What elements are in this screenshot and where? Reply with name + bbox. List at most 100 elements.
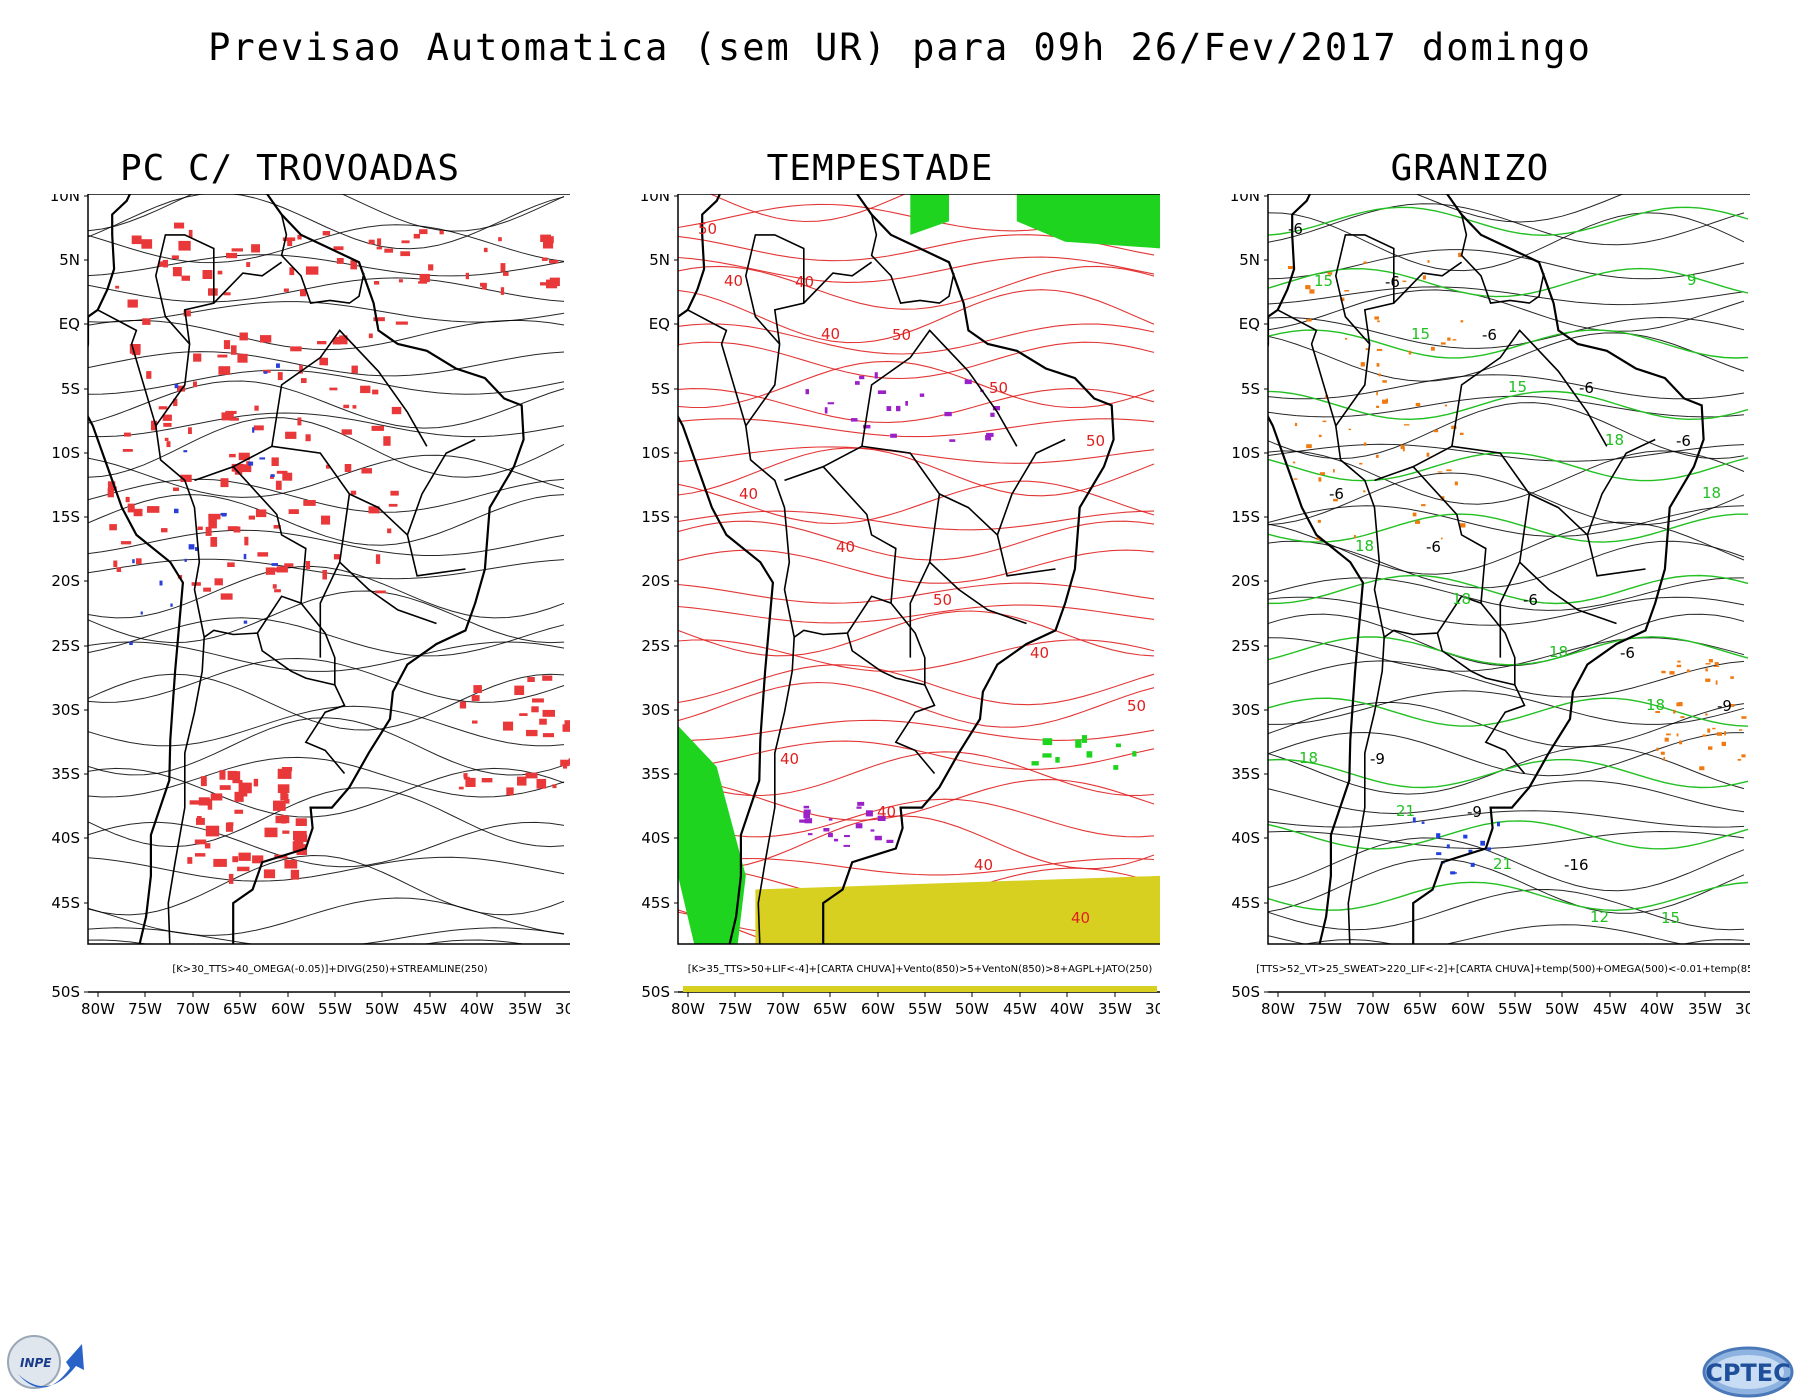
feature-cell xyxy=(223,292,231,296)
feature-cell xyxy=(351,365,358,374)
feature-cell xyxy=(202,270,213,279)
feature-cell xyxy=(238,452,250,461)
feature-cell xyxy=(1676,733,1679,737)
feature-cell xyxy=(127,503,135,513)
feature-cell xyxy=(870,829,875,832)
feature-cell xyxy=(189,800,201,805)
feature-patches xyxy=(678,194,1160,944)
feature-cell xyxy=(248,461,254,466)
flow-line xyxy=(1268,443,1745,462)
feature-cell xyxy=(896,405,901,412)
feature-cell xyxy=(1463,834,1468,839)
contour-label: 12 xyxy=(1590,908,1609,926)
feature-cell xyxy=(1288,266,1294,269)
feature-cell xyxy=(234,809,244,814)
map-frame xyxy=(677,194,1160,945)
feature-cell xyxy=(1353,535,1356,539)
flow-line xyxy=(678,520,1155,561)
country-border xyxy=(1451,329,1608,447)
feature-cell xyxy=(181,275,190,281)
contour-label: -16 xyxy=(1564,856,1589,874)
feature-cell xyxy=(905,401,908,406)
country-border xyxy=(757,637,795,944)
country-border xyxy=(687,309,747,427)
feature-cell xyxy=(1436,833,1441,839)
feature-cell xyxy=(270,475,274,479)
feature-cell xyxy=(1679,740,1683,745)
feature-cell xyxy=(140,611,143,615)
feature-cell xyxy=(1333,498,1338,502)
feature-cell xyxy=(272,567,286,572)
flow-lines xyxy=(88,194,565,944)
feature-cell xyxy=(231,248,243,252)
feature-cell xyxy=(158,261,166,267)
feature-cell xyxy=(271,563,278,566)
feature-cell xyxy=(1716,732,1723,736)
feature-cell xyxy=(234,791,244,802)
feature-cell xyxy=(255,509,267,518)
flow-line xyxy=(1268,810,1745,828)
flow-line xyxy=(678,664,1155,706)
flow-line xyxy=(1268,521,1745,575)
feature-cell xyxy=(1319,472,1325,475)
feature-cell xyxy=(1730,704,1735,707)
feature-cell xyxy=(563,765,568,769)
feature-cell xyxy=(129,641,133,645)
flow-line xyxy=(88,641,565,672)
cptec-logo: CPTEC xyxy=(1702,1346,1794,1398)
feature-cell xyxy=(1460,320,1464,323)
feature-cell xyxy=(803,809,811,814)
coastline xyxy=(1268,194,1705,944)
flow-line xyxy=(88,657,565,703)
geography xyxy=(678,194,1115,944)
feature-cell xyxy=(225,822,234,832)
flow-line xyxy=(1268,690,1745,725)
geography xyxy=(88,194,525,944)
feature-cell xyxy=(506,787,514,796)
contour-label: 40 xyxy=(974,856,993,874)
country-border xyxy=(232,438,476,537)
country-border xyxy=(909,561,931,658)
flow-line xyxy=(1268,702,1745,748)
feature-cell xyxy=(283,288,289,292)
lat-label: 40S xyxy=(1231,829,1260,847)
feature-cell xyxy=(174,508,179,514)
feature-cell xyxy=(234,465,243,475)
feature-cell xyxy=(221,514,227,517)
feature-cell xyxy=(472,720,478,724)
country-border xyxy=(744,261,873,638)
feature-cell xyxy=(324,357,328,366)
map-caption: [K>30_TTS>40_OMEGA(-0.05)]+DIVG(250)+STR… xyxy=(172,964,487,975)
feature-cell xyxy=(803,805,810,809)
feature-cell xyxy=(275,480,282,490)
feature-cell xyxy=(1702,734,1707,737)
feature-cell xyxy=(532,698,544,703)
feature-cell xyxy=(217,270,223,275)
lat-label: 50S xyxy=(641,983,670,1001)
temp850-contour xyxy=(1268,329,1749,359)
inpe-logo-text: INPE xyxy=(20,1356,52,1370)
feature-cell xyxy=(1427,260,1430,263)
feature-cell xyxy=(1395,278,1398,281)
lat-label: 10N xyxy=(50,194,80,205)
lon-label: 65W xyxy=(1403,1000,1437,1018)
flow-line xyxy=(1268,660,1745,698)
feature-cell xyxy=(161,528,168,533)
feature-cell xyxy=(560,759,570,767)
flow-line xyxy=(678,265,1155,310)
lon-label: 65W xyxy=(223,1000,257,1018)
lon-label: 45W xyxy=(1593,1000,1627,1018)
feature-cell xyxy=(292,841,304,852)
feature-cell xyxy=(1294,422,1298,427)
contour-label: 18 xyxy=(1299,749,1318,767)
feature-cell xyxy=(874,835,882,841)
feature-cell xyxy=(288,509,299,514)
flow-line xyxy=(88,380,565,429)
lat-label: 5S xyxy=(651,380,670,398)
feature-cell xyxy=(1431,346,1435,351)
feature-cell xyxy=(273,525,281,529)
feature-cell xyxy=(207,799,213,810)
feature-cell xyxy=(248,515,255,520)
feature-cell xyxy=(127,299,138,308)
feature-cell xyxy=(208,288,218,296)
